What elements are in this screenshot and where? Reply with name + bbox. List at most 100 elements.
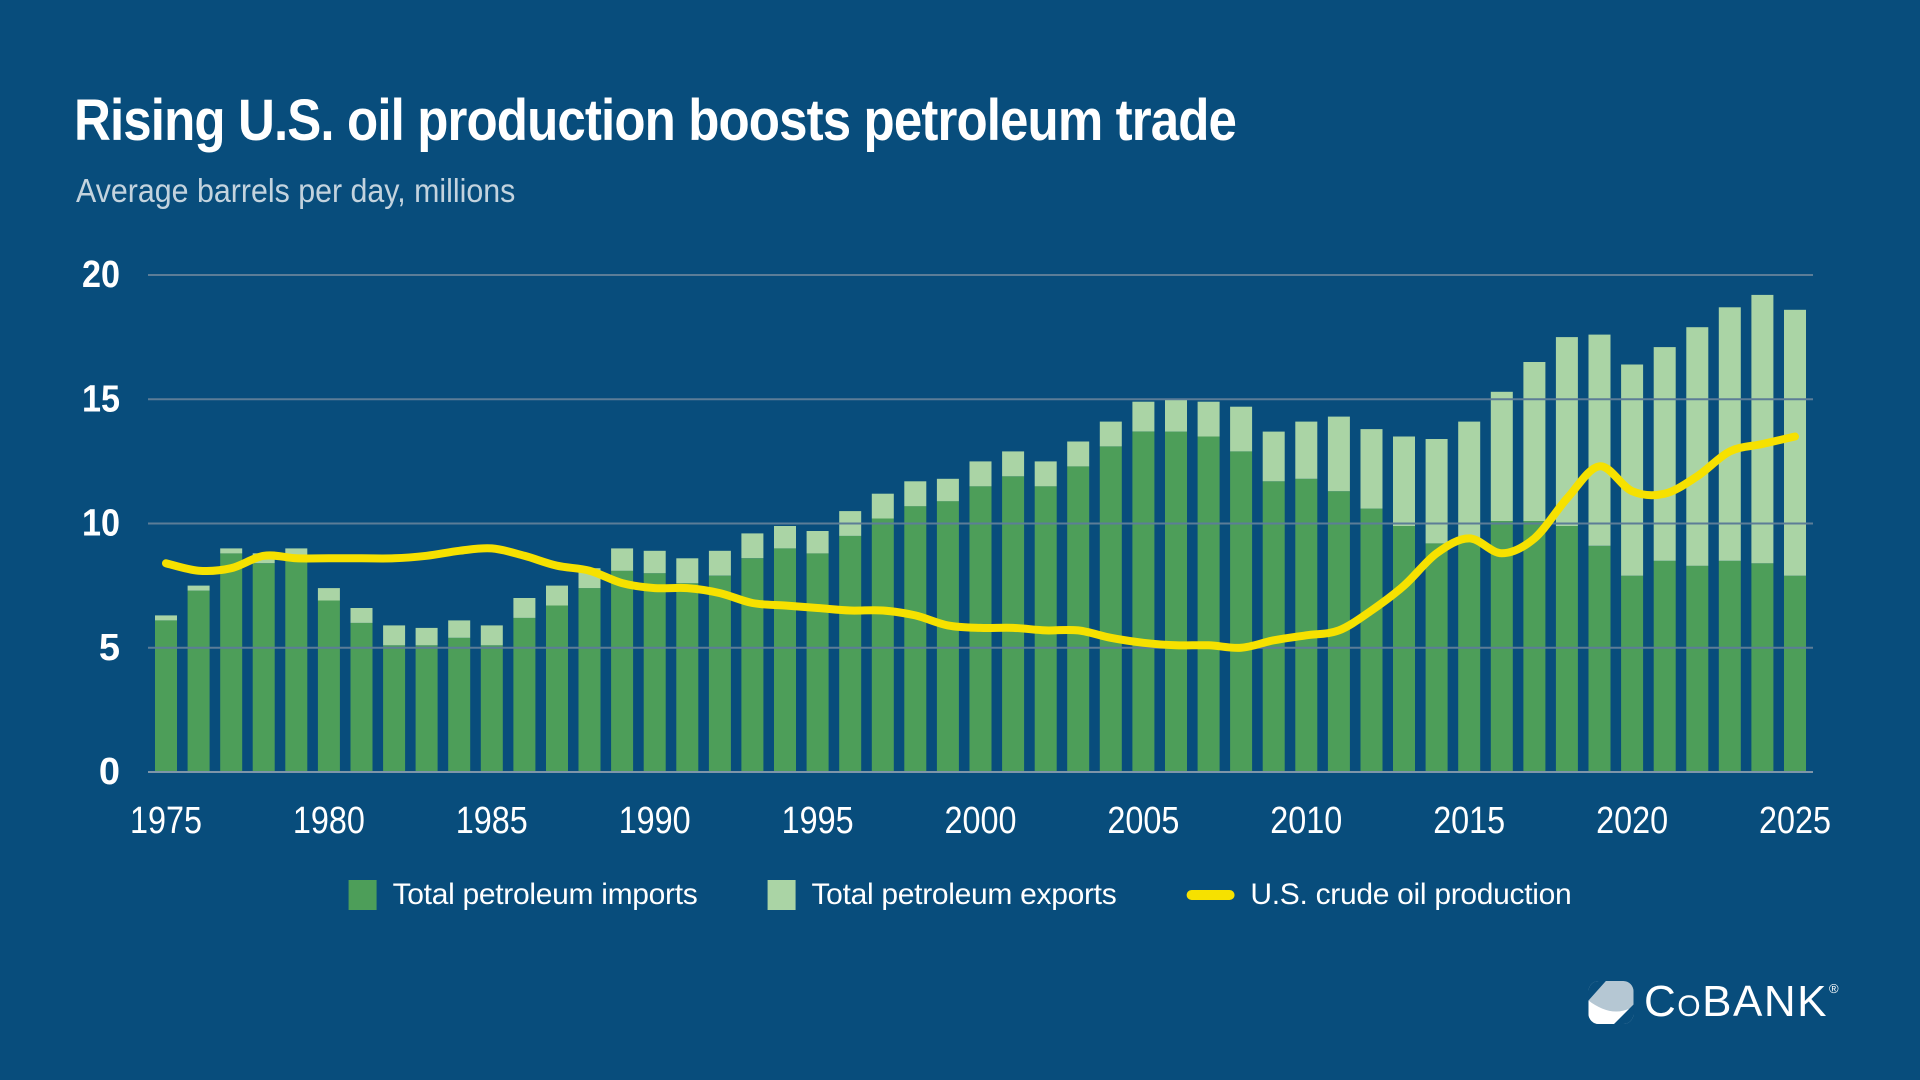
bar-exports-2008: [1230, 406, 1253, 452]
bar-exports-2012: [1360, 429, 1383, 509]
bar-exports-2005: [1132, 401, 1155, 432]
x-tick-label-1990: 1990: [619, 800, 691, 842]
bar-exports-1984: [448, 620, 471, 638]
y-tick-label-15: 15: [82, 378, 120, 420]
bar-exports-1992: [708, 550, 731, 576]
legend-item-imports: Total petroleum imports: [348, 878, 698, 912]
bar-imports-1984: [448, 637, 471, 772]
bar-exports-2014: [1425, 439, 1448, 544]
bar-imports-1981: [350, 622, 373, 772]
bar-exports-2020: [1621, 364, 1644, 576]
bar-imports-2004: [1099, 446, 1122, 772]
bar-imports-2009: [1262, 481, 1285, 772]
bar-exports-1985: [480, 625, 503, 646]
bar-imports-1994: [774, 548, 796, 772]
bar-exports-2016: [1490, 391, 1513, 521]
legend-label-imports: Total petroleum imports: [392, 878, 698, 911]
chart-title: Rising U.S. oil production boosts petrol…: [74, 87, 1237, 153]
bar-imports-2010: [1295, 478, 1318, 772]
bar-imports-2021: [1653, 560, 1676, 772]
bar-imports-2008: [1230, 451, 1253, 772]
bar-exports-2010: [1295, 421, 1318, 479]
bar-imports-1979: [285, 560, 308, 772]
x-tick-label-2020: 2020: [1596, 800, 1668, 842]
bar-imports-2016: [1490, 521, 1513, 772]
legend-item-exports: Total petroleum exports: [767, 878, 1117, 912]
bar-imports-2013: [1393, 526, 1415, 772]
y-tick-label-0: 0: [99, 751, 120, 793]
bar-exports-2019: [1588, 334, 1611, 546]
x-tick-label-2010: 2010: [1270, 800, 1342, 842]
y-tick-label-20: 20: [82, 254, 120, 296]
bar-imports-2019: [1588, 545, 1611, 772]
bar-exports-1997: [871, 493, 894, 519]
bar-exports-1977: [220, 548, 243, 554]
bar-exports-2017: [1523, 362, 1546, 521]
bar-imports-2006: [1165, 431, 1187, 772]
registered-trademark-icon: ®: [1828, 981, 1841, 996]
bar-imports-2022: [1686, 565, 1709, 772]
x-tick-label-1980: 1980: [293, 800, 365, 842]
bar-imports-1990: [643, 573, 666, 772]
bar-exports-1990: [643, 550, 666, 574]
bar-imports-1995: [806, 553, 829, 772]
bar-exports-1980: [317, 588, 340, 601]
bar-exports-2013: [1393, 436, 1415, 526]
bar-exports-1987: [546, 585, 568, 606]
bar-imports-2005: [1132, 431, 1155, 772]
bar-imports-2017: [1523, 521, 1546, 772]
bar-imports-2007: [1197, 436, 1220, 772]
x-tick-label-2005: 2005: [1107, 800, 1179, 842]
bar-exports-2025: [1784, 309, 1806, 576]
bar-imports-1985: [480, 645, 503, 772]
bar-exports-1998: [904, 481, 927, 507]
bar-imports-1992: [708, 575, 731, 772]
x-tick-label-1985: 1985: [456, 800, 528, 842]
bar-exports-1991: [676, 558, 699, 584]
bar-exports-1999: [936, 478, 959, 502]
production-line-swatch-icon: [1186, 890, 1235, 900]
legend-label-exports: Total petroleum exports: [811, 878, 1117, 911]
legend-label-production: U.S. crude oil production: [1250, 878, 1572, 911]
bar-imports-1986: [513, 617, 536, 772]
bar-imports-1983: [415, 645, 438, 772]
cobank-logo: C O BANK ®: [1588, 980, 1840, 1024]
bar-exports-2021: [1653, 347, 1676, 561]
bar-exports-1975: [155, 615, 177, 621]
bar-exports-2009: [1262, 431, 1285, 482]
logo-letter-c: C: [1644, 977, 1678, 1026]
bar-imports-2018: [1555, 526, 1578, 772]
bar-imports-2003: [1067, 466, 1090, 772]
exports-swatch-icon: [767, 880, 796, 910]
bar-imports-1993: [741, 558, 764, 772]
production-line: [162, 432, 1799, 652]
x-tick-label-2000: 2000: [945, 800, 1017, 842]
bar-imports-1982: [383, 645, 406, 772]
bar-imports-1977: [220, 553, 243, 772]
bar-imports-2014: [1425, 543, 1448, 772]
bar-imports-2024: [1751, 563, 1774, 772]
bar-exports-2000: [969, 461, 992, 487]
bar-imports-1991: [676, 583, 699, 772]
x-tick-label-1995: 1995: [782, 800, 854, 842]
x-tick-label-2025: 2025: [1759, 800, 1831, 842]
bar-imports-2025: [1784, 575, 1806, 772]
bar-imports-1975: [155, 620, 177, 772]
bar-exports-1982: [383, 625, 406, 646]
bar-exports-2024: [1751, 294, 1774, 564]
bar-exports-1986: [513, 598, 536, 618]
bar-exports-1983: [415, 627, 438, 646]
y-tick-label-5: 5: [99, 627, 120, 669]
bar-imports-2015: [1458, 538, 1481, 772]
bar-exports-1993: [741, 533, 764, 559]
bar-exports-1995: [806, 531, 829, 554]
bar-imports-1988: [578, 588, 601, 772]
bar-imports-1987: [546, 605, 568, 772]
bar-imports-1978: [252, 563, 275, 772]
bar-exports-2022: [1686, 327, 1709, 566]
bar-exports-1994: [774, 526, 796, 549]
bar-imports-1997: [871, 518, 894, 772]
imports-swatch-icon: [348, 880, 377, 910]
